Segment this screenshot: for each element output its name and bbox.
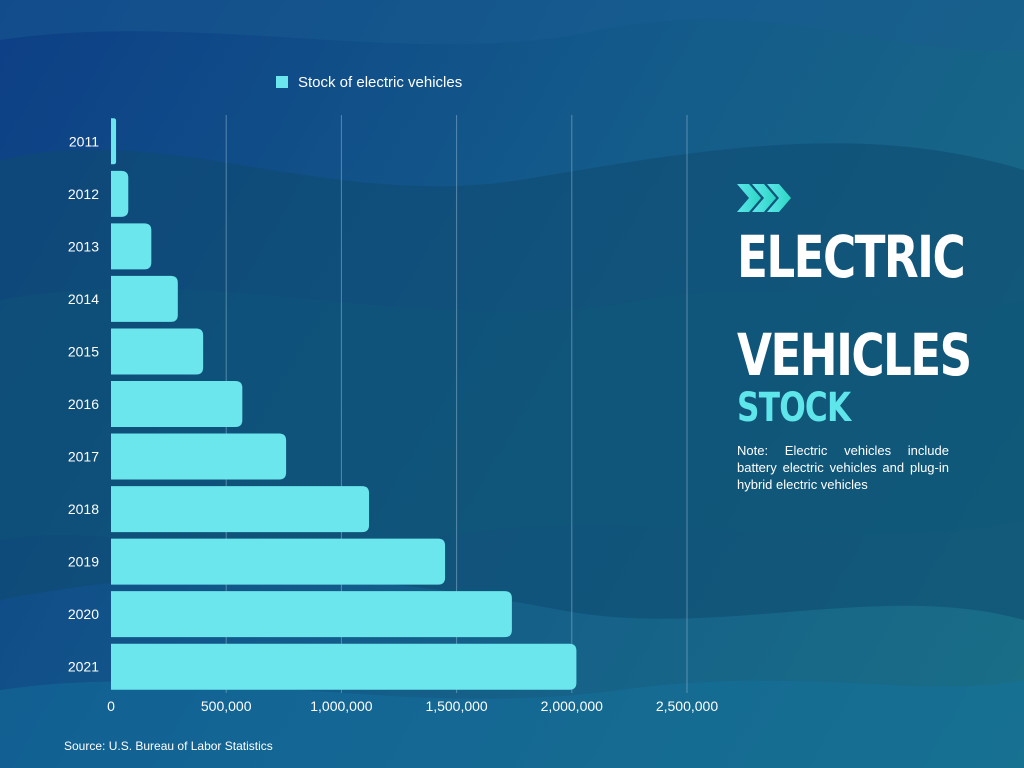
bar-2012 xyxy=(111,170,129,217)
source-citation: Source: U.S. Bureau of Labor Statistics xyxy=(64,739,273,753)
bar-2013 xyxy=(111,223,152,270)
title-electric: ELECTRIC xyxy=(737,223,966,291)
chart-legend: Stock of electric vehicles xyxy=(276,72,462,92)
x-tick-label: 0 xyxy=(107,698,115,714)
chevrons-right-icon xyxy=(737,184,791,212)
y-tick-label: 2014 xyxy=(68,291,99,307)
bar-2017 xyxy=(111,433,287,480)
y-tick-label: 2015 xyxy=(68,343,99,359)
bar-2018 xyxy=(111,486,370,533)
title-vehicles: VEHICLES xyxy=(737,321,972,389)
chart-note: Note: Electric vehicles include battery … xyxy=(737,443,949,492)
bar-2014 xyxy=(111,275,178,322)
bar-2019 xyxy=(111,538,446,585)
x-tick-label: 1,000,000 xyxy=(310,698,372,714)
bar-2020 xyxy=(111,591,512,638)
y-tick-label: 2020 xyxy=(68,606,99,622)
y-tick-label: 2013 xyxy=(68,238,99,254)
legend-label: Stock of electric vehicles xyxy=(298,73,463,91)
y-tick-label: 2018 xyxy=(68,501,99,517)
y-tick-label: 2017 xyxy=(68,449,99,465)
x-tick-label: 1,500,000 xyxy=(425,698,487,714)
x-tick-label: 2,500,000 xyxy=(656,698,718,714)
y-tick-label: 2011 xyxy=(69,133,99,149)
y-tick-label: 2012 xyxy=(68,186,99,202)
y-tick-label: 2021 xyxy=(68,659,99,675)
x-tick-label: 500,000 xyxy=(201,698,252,714)
y-tick-label: 2016 xyxy=(68,396,99,412)
bar-2011 xyxy=(111,118,117,165)
bar-2015 xyxy=(111,328,204,375)
title-block: ELECTRIC VEHICLES STOCK Note: Electric v… xyxy=(737,180,972,493)
bar-2021 xyxy=(111,643,577,690)
bar-2016 xyxy=(111,381,243,427)
y-tick-label: 2019 xyxy=(68,554,99,570)
legend-swatch xyxy=(276,76,288,88)
title-stock: STOCK xyxy=(737,385,851,431)
x-tick-label: 2,000,000 xyxy=(541,698,603,714)
